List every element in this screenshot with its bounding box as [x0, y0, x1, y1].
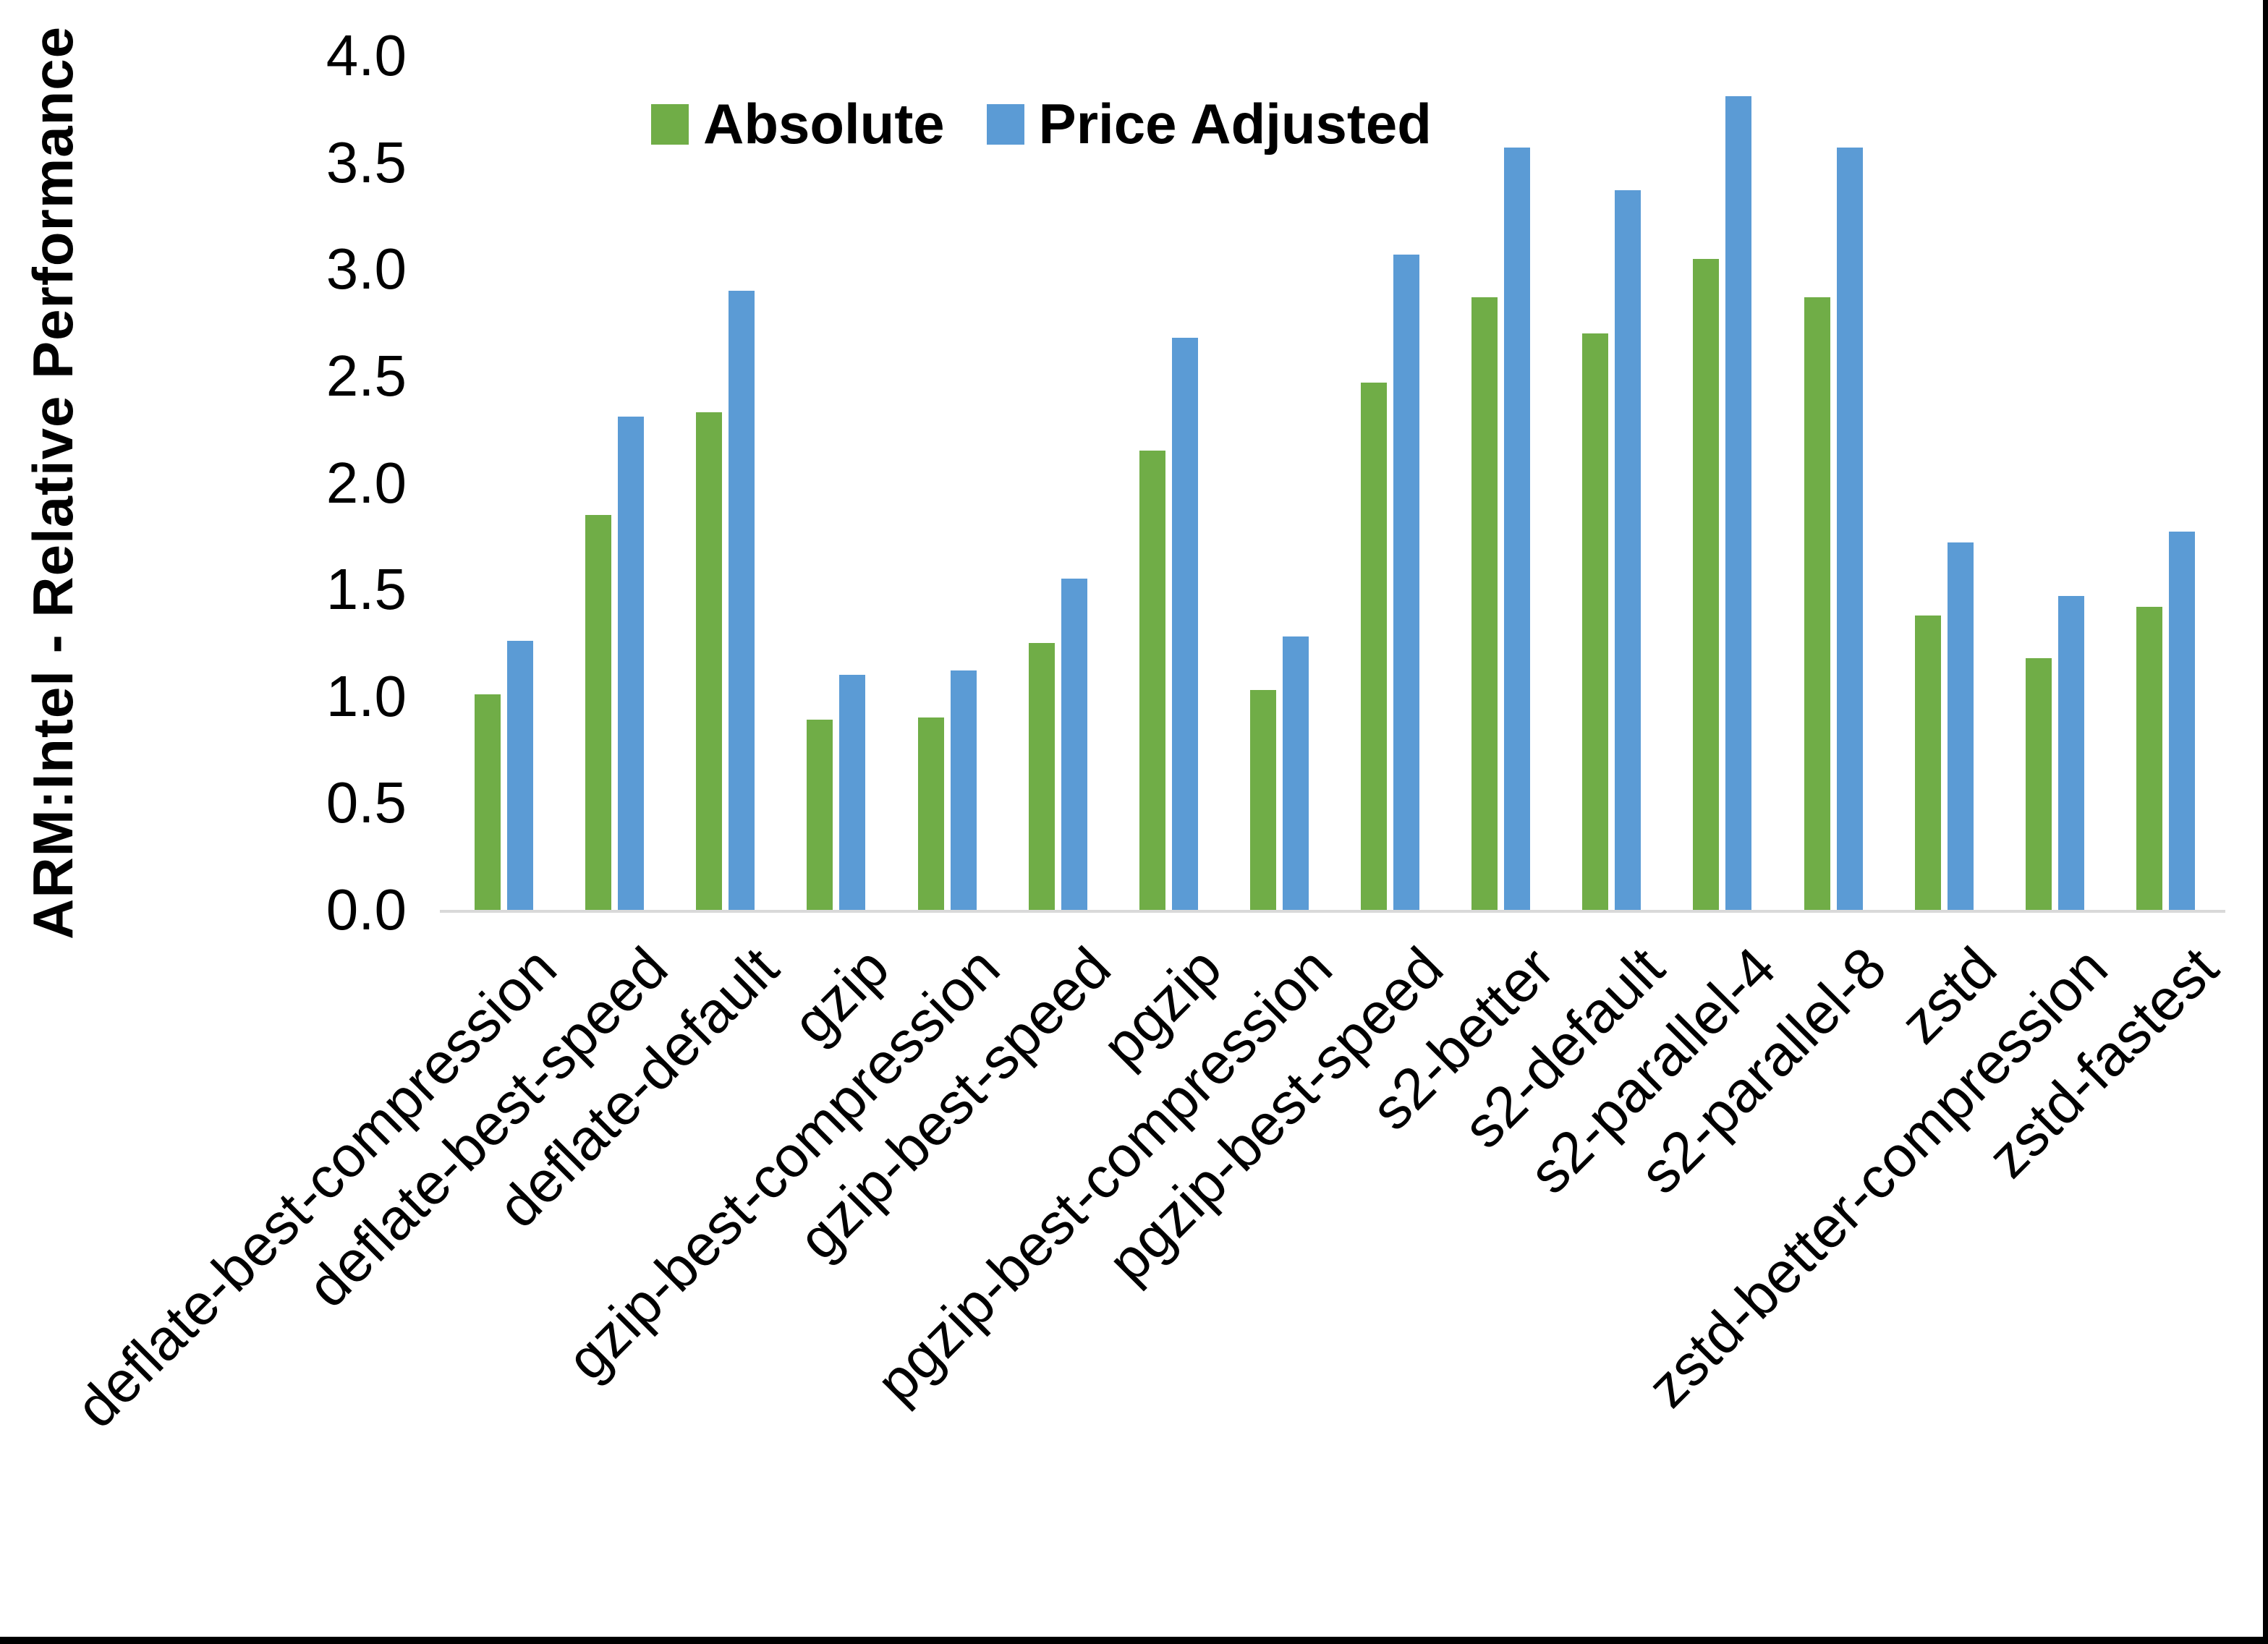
x-axis-line — [440, 910, 2225, 913]
bar-price-adjusted-pgzip — [1171, 337, 1198, 910]
bar-price-adjusted-zstd — [1947, 542, 1974, 910]
bar-price-adjusted-gzip-best-speed — [1061, 579, 1087, 910]
bar-absolute-pgzip — [1139, 451, 1165, 910]
bar-absolute-pgzip-best-compression — [1249, 689, 1276, 910]
bar-price-adjusted-zstd-fastest — [2168, 532, 2195, 910]
legend-label-absolute: Absolute — [703, 92, 945, 156]
bar-price-adjusted-pgzip-best-compression — [1282, 636, 1309, 910]
bar-absolute-zstd — [1914, 615, 1941, 910]
bar-absolute-deflate-best-compression — [475, 694, 501, 910]
bar-absolute-deflate-default — [696, 412, 723, 910]
bar-absolute-zstd-better-compression — [2025, 657, 2052, 910]
y-tick-label: 3.0 — [326, 237, 407, 302]
bar-price-adjusted-deflate-best-compression — [507, 641, 534, 910]
legend-swatch-absolute — [651, 103, 689, 145]
bar-absolute-s2-parallel-4 — [1693, 258, 1720, 910]
bar-absolute-gzip — [807, 720, 833, 910]
y-tick-label: 1.5 — [326, 557, 407, 622]
bar-price-adjusted-s2-parallel-8 — [1836, 147, 1863, 910]
y-tick-label: 4.0 — [326, 23, 407, 88]
bar-price-adjusted-zstd-better-compression — [2057, 595, 2084, 910]
bar-price-adjusted-s2-better — [1504, 147, 1531, 910]
bar-price-adjusted-deflate-best-speed — [618, 416, 645, 910]
bar-absolute-zstd-fastest — [2136, 606, 2162, 910]
bar-absolute-s2-better — [1471, 297, 1498, 910]
bar-absolute-s2-default — [1582, 333, 1609, 910]
bar-price-adjusted-gzip-best-compression — [950, 670, 977, 910]
bar-absolute-gzip-best-speed — [1028, 642, 1055, 910]
bar-absolute-gzip-best-compression — [917, 717, 944, 910]
legend-swatch-price-adjusted — [986, 103, 1024, 145]
legend-label-price-adjusted: Price Adjusted — [1038, 92, 1432, 156]
right-border-bar — [2263, 0, 2268, 1644]
bar-absolute-pgzip-best-speed — [1361, 382, 1388, 910]
legend: Absolute Price Adjusted — [651, 91, 1432, 157]
bottom-border-bar — [0, 1637, 2268, 1644]
y-tick-label: 3.5 — [326, 129, 407, 195]
legend-item-price-adjusted: Price Adjusted — [986, 91, 1432, 157]
bar-price-adjusted-pgzip-best-speed — [1393, 254, 1420, 910]
y-tick-label: 0.0 — [326, 877, 407, 942]
bar-absolute-deflate-best-speed — [585, 514, 612, 910]
bar-price-adjusted-gzip — [839, 675, 866, 910]
legend-item-absolute: Absolute — [651, 91, 945, 157]
bar-price-adjusted-deflate-default — [729, 290, 755, 910]
plot-area — [449, 56, 2221, 910]
y-tick-label: 2.0 — [326, 450, 407, 515]
bar-price-adjusted-s2-default — [1615, 190, 1641, 910]
y-tick-label: 0.5 — [326, 770, 407, 835]
bar-absolute-s2-parallel-8 — [1804, 297, 1830, 910]
bar-price-adjusted-s2-parallel-4 — [1725, 96, 1752, 910]
y-tick-label: 1.0 — [326, 663, 407, 728]
y-tick-label: 2.5 — [326, 343, 407, 408]
